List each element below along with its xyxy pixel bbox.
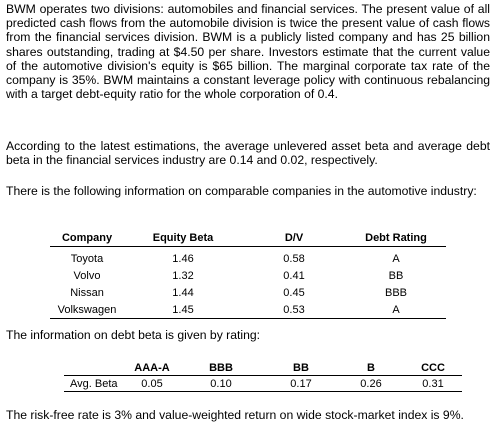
header-bbb: BBB (178, 360, 264, 376)
table-row: Toyota 1.46 0.58 A (50, 247, 446, 268)
comparables-table: Company Equity Beta D/V Debt Rating Toyo… (50, 229, 446, 319)
header-company: Company (50, 229, 124, 247)
company-cell: Volvo (73, 269, 101, 282)
equity-beta-cell: 1.44 (172, 286, 194, 299)
header-aaa-a: AAA-A (126, 360, 178, 376)
header-bb: BB (264, 360, 338, 376)
dv-cell: 0.41 (283, 269, 305, 282)
dv-cell: 0.45 (283, 286, 305, 299)
header-dv: D/V (242, 229, 346, 247)
table-row: Avg. Beta 0.05 0.10 0.17 0.26 0.31 (64, 375, 462, 392)
rating-table: AAA-A BBB BB B CCC Avg. Beta 0.05 0.10 0… (64, 360, 462, 392)
header-b: B (338, 360, 404, 376)
rating-header-row: AAA-A BBB BB B CCC (64, 360, 462, 376)
table-row: Nissan 1.44 0.45 BBB (50, 284, 446, 301)
header-debt-rating: Debt Rating (346, 229, 446, 247)
debt-rating-cell: BBB (384, 286, 407, 299)
comparables-header-row: Company Equity Beta D/V Debt Rating (50, 229, 446, 247)
header-empty (64, 360, 126, 376)
company-cell: Volkswagen (50, 301, 124, 319)
row-label: Avg. Beta (64, 375, 126, 392)
rates-paragraph: The risk-free rate is 3% and value-weigh… (6, 408, 464, 422)
beta-cell: 0.05 (126, 375, 178, 392)
header-ccc: CCC (404, 360, 462, 376)
company-cell: Nissan (70, 286, 104, 299)
equity-beta-cell: 1.45 (124, 301, 242, 319)
company-cell: Toyota (70, 252, 104, 265)
rating-intro-paragraph: The information on debt beta is given by… (6, 328, 261, 342)
dv-cell: 0.53 (242, 301, 346, 319)
equity-beta-cell: 1.46 (172, 252, 194, 265)
beta-cell: 0.31 (404, 375, 462, 392)
beta-cell: 0.26 (338, 375, 404, 392)
debt-rating-cell: A (346, 301, 446, 319)
comparables-intro-paragraph: There is the following information on co… (6, 184, 477, 198)
estimations-paragraph: According to the latest estimations, the… (6, 139, 490, 168)
beta-cell: 0.17 (264, 375, 338, 392)
beta-cell: 0.10 (178, 375, 264, 392)
table-row: Volvo 1.32 0.41 BB (50, 267, 446, 284)
intro-paragraph: BWM operates two divisions: automobiles … (6, 2, 490, 102)
equity-beta-cell: 1.32 (172, 269, 194, 282)
debt-rating-cell: A (392, 252, 400, 265)
debt-rating-cell: BB (388, 269, 404, 282)
table-row: Volkswagen 1.45 0.53 A (50, 301, 446, 319)
dv-cell: 0.58 (283, 252, 305, 265)
header-equity-beta: Equity Beta (124, 229, 242, 247)
